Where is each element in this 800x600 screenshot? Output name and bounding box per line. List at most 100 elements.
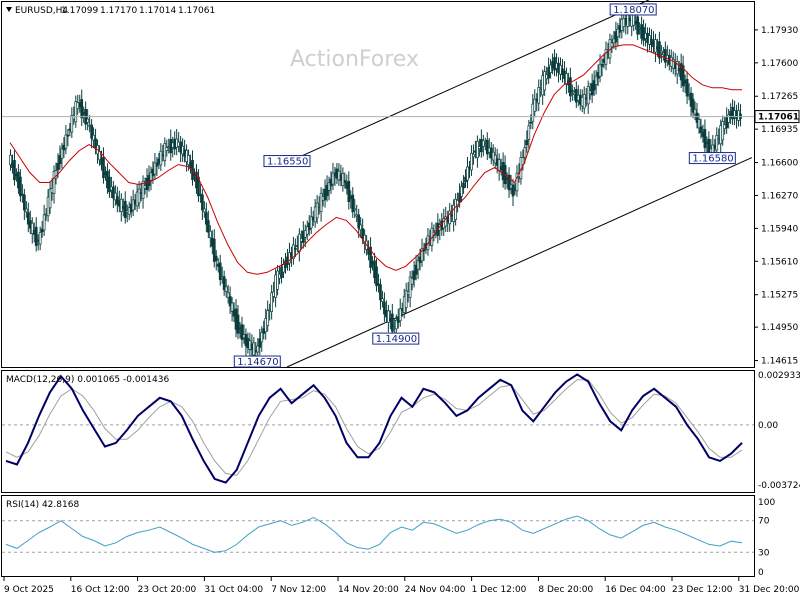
candle-body <box>163 143 167 162</box>
channel-upper-line <box>286 0 650 164</box>
candle-body <box>361 228 365 239</box>
candle <box>64 125 68 155</box>
candle-body <box>86 118 90 123</box>
candle-body <box>533 98 537 112</box>
candle-body <box>721 121 725 141</box>
candle-body <box>410 277 414 285</box>
candle <box>163 137 167 167</box>
candle <box>420 238 424 267</box>
candle <box>531 94 535 130</box>
candle-body <box>34 226 38 246</box>
candle-body <box>454 198 457 220</box>
candle-body <box>56 163 60 171</box>
candle-body <box>697 119 701 129</box>
candle <box>66 129 70 147</box>
candle-body <box>131 199 135 211</box>
candle-body <box>60 148 64 159</box>
macd-pane[interactable] <box>1 370 755 493</box>
candle-body <box>715 134 719 151</box>
channel-lower-line <box>286 157 753 368</box>
candle-body <box>515 172 519 192</box>
candle <box>230 296 234 322</box>
trend-channel <box>286 0 753 368</box>
price-pane[interactable] <box>1 1 755 368</box>
collapse-triangle-icon[interactable] <box>6 7 12 12</box>
candle <box>359 217 363 238</box>
candle-body <box>58 155 62 165</box>
candle-body <box>123 200 127 218</box>
candle <box>549 59 552 79</box>
candle <box>408 271 412 308</box>
candle-body <box>476 141 479 159</box>
candle-body <box>153 162 157 175</box>
rsi-tick-label: 0 <box>758 568 764 578</box>
candle-body <box>66 134 70 137</box>
candle-body <box>699 126 703 133</box>
candle <box>123 191 127 224</box>
candle-body <box>119 198 123 212</box>
time-tick-label: 24 Nov 04:00 <box>405 585 466 595</box>
candle <box>681 55 685 92</box>
candle-body <box>90 124 93 139</box>
candle-body <box>218 262 222 280</box>
candle-body <box>531 103 535 122</box>
candle <box>525 130 529 153</box>
candle <box>353 198 357 219</box>
candle-body <box>363 234 366 244</box>
candle-body <box>230 302 234 312</box>
candle-body <box>38 232 42 245</box>
candle <box>42 204 46 236</box>
candle <box>347 171 351 210</box>
candle <box>543 65 547 96</box>
rsi-pane[interactable] <box>1 495 755 577</box>
annotation-box <box>688 152 736 165</box>
price-tick-label: 1.15940 <box>761 224 798 234</box>
candle <box>218 254 222 286</box>
candle-body <box>52 170 56 195</box>
candle-body <box>523 147 527 158</box>
candle-body <box>74 101 78 123</box>
candle-body <box>582 93 586 109</box>
candle <box>214 250 218 271</box>
candle-body <box>64 134 68 149</box>
candle <box>315 195 319 224</box>
candle <box>203 201 206 218</box>
candle-body <box>347 180 351 203</box>
candle-body <box>414 264 418 275</box>
price-annotation: 1.14900 <box>372 332 420 345</box>
candle-body <box>197 176 200 197</box>
candle <box>205 202 208 233</box>
candle <box>131 189 135 217</box>
price-annotation: 1.14670 <box>233 355 281 368</box>
candle-body <box>108 176 111 193</box>
candle-body <box>214 255 218 261</box>
candle-body <box>187 155 190 166</box>
macd-tick-label: -0.003724 <box>758 481 800 491</box>
candle-body <box>529 121 533 124</box>
candle-body <box>675 61 679 75</box>
candle-body <box>258 338 262 348</box>
candle-body <box>485 139 489 155</box>
candle <box>19 169 22 202</box>
candle-body <box>525 140 529 146</box>
candle-body <box>381 298 384 302</box>
candle <box>80 89 84 126</box>
annotation-text: 1.16550 <box>267 157 308 168</box>
candle <box>22 188 26 221</box>
candle <box>703 119 707 156</box>
candle-body <box>80 99 84 119</box>
candle <box>70 107 74 139</box>
macd-tick-label: 0.002933 <box>758 371 800 381</box>
candle-body <box>252 342 256 356</box>
rsi-indicator: 100 70 30 0 <box>2 498 775 578</box>
candle <box>414 255 418 281</box>
candle <box>24 201 28 218</box>
candle-body <box>206 220 210 233</box>
price-tick-label: 1.17600 <box>761 59 798 69</box>
candle-body <box>379 284 382 301</box>
candle <box>86 109 90 131</box>
candle <box>119 193 123 222</box>
candle <box>292 236 295 265</box>
candle <box>155 156 159 177</box>
candle <box>470 145 473 176</box>
